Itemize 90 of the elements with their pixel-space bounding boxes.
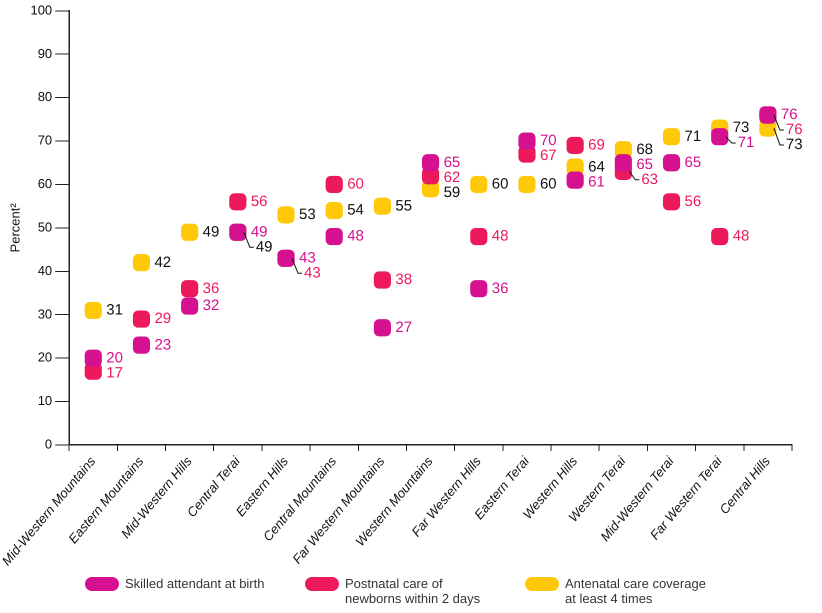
data-label: 36 (492, 280, 508, 297)
point (470, 176, 488, 194)
data-label: 76 (780, 106, 798, 124)
data-label: 71 (684, 128, 702, 145)
legend-label: Skilled attendant at birth (125, 576, 266, 591)
data-label: 73 (786, 136, 803, 154)
data-label: 65 (636, 156, 654, 173)
point (662, 154, 680, 172)
data-label: 68 (636, 140, 654, 158)
point (374, 319, 391, 336)
data-label: 62 (444, 168, 460, 186)
legend-label: Postnatal care of newborns within 2 days (345, 576, 482, 606)
data-label: 36 (202, 280, 220, 297)
data-label: 43 (304, 264, 321, 282)
point (181, 297, 198, 315)
data-label: 56 (250, 192, 268, 210)
point (614, 154, 632, 172)
data-label: 48 (732, 228, 750, 245)
data-label: 64 (588, 158, 605, 176)
point (132, 336, 150, 354)
data-label: 76 (786, 121, 803, 138)
point (566, 172, 584, 189)
data-label: 61 (588, 173, 605, 190)
data-label: 48 (347, 228, 364, 245)
point (470, 228, 488, 246)
point (711, 228, 728, 246)
data-label: 49 (250, 223, 268, 240)
data-label: 69 (588, 136, 605, 154)
y-tick-label: 40 (38, 262, 52, 278)
data-label: 70 (540, 132, 557, 150)
point (229, 193, 246, 210)
legend-label: Antenatal care coverage at least 4 times (565, 576, 707, 606)
y-tick-label: 20 (38, 350, 52, 365)
y-axis-title: Percent² (7, 202, 22, 252)
data-label: 71 (738, 134, 754, 152)
data-label: 63 (641, 170, 658, 188)
y-tick-label: 0 (44, 436, 52, 452)
data-label: 29 (154, 310, 172, 328)
data-label: 48 (492, 228, 508, 245)
data-label: 31 (106, 302, 123, 319)
y-tick-label: 30 (38, 306, 52, 322)
data-label: 53 (299, 206, 316, 224)
y-tick-label: 90 (38, 46, 52, 61)
point (277, 206, 295, 224)
point (181, 224, 198, 241)
point (84, 350, 102, 367)
point (374, 198, 391, 215)
data-label: 49 (256, 238, 273, 256)
y-tick-label: 80 (38, 89, 52, 104)
point (132, 310, 150, 328)
point (662, 128, 680, 146)
data-label: 42 (154, 254, 172, 271)
y-tick-label: 100 (30, 2, 52, 18)
point (422, 154, 440, 172)
data-label: 38 (395, 271, 412, 288)
data-label: 23 (154, 336, 172, 354)
data-label: 60 (540, 176, 557, 193)
data-label: 56 (684, 192, 702, 210)
y-tick-label: 50 (38, 219, 52, 234)
data-label: 27 (395, 318, 412, 336)
point (470, 280, 488, 298)
y-tick-label: 60 (38, 176, 52, 192)
data-label: 65 (684, 154, 702, 171)
point (326, 202, 343, 220)
point (662, 193, 680, 210)
point (566, 136, 584, 154)
point (518, 176, 536, 194)
data-label: 55 (395, 197, 412, 214)
data-label: 60 (492, 176, 508, 193)
y-tick-label: 10 (38, 393, 52, 408)
point (181, 280, 198, 298)
data-label: 49 (202, 223, 220, 240)
point (374, 271, 391, 289)
data-label: 54 (347, 202, 364, 219)
point (132, 254, 150, 272)
data-label: 43 (299, 249, 316, 266)
point (711, 128, 728, 146)
point (84, 302, 102, 319)
data-label: 67 (540, 147, 557, 164)
point (518, 132, 536, 150)
point (326, 176, 343, 194)
data-label: 60 (347, 176, 364, 193)
y-tick-label: 70 (38, 132, 52, 148)
data-label: 17 (106, 364, 123, 382)
data-label: 20 (106, 349, 123, 366)
data-label: 73 (732, 119, 750, 136)
point (326, 228, 343, 246)
data-label: 59 (444, 184, 460, 201)
data-label: 32 (202, 297, 220, 314)
data-label: 65 (444, 154, 460, 171)
